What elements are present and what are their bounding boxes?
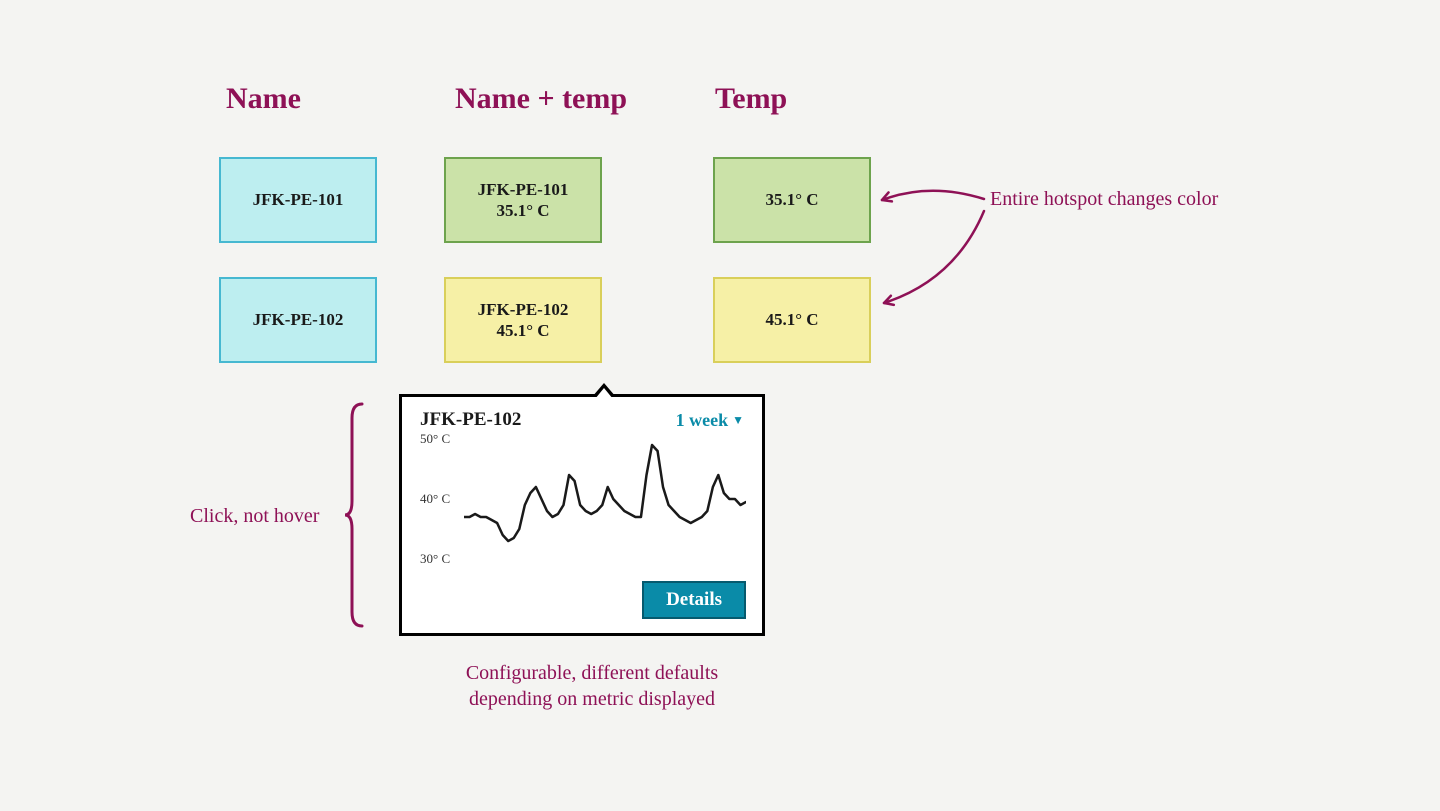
timerange-label: 1 week [676,410,729,431]
temperature-chart: 50° C40° C30° C [418,439,746,559]
hotspot-label: JFK-PE-102 [478,299,569,320]
hotspot-name[interactable]: JFK-PE-102 [219,277,377,363]
col-header-name-temp: Name + temp [455,82,627,116]
hotspot-name-temp[interactable]: JFK-PE-102 45.1° C [444,277,602,363]
hotspot-temp[interactable]: 35.1° C [713,157,871,243]
hotspot-temp: 35.1° C [765,189,818,210]
hotspot-label: JFK-PE-102 [253,309,344,330]
y-tick-label: 50° C [420,431,450,447]
hotspot-label: JFK-PE-101 [253,189,344,210]
y-tick-label: 40° C [420,491,450,507]
annotation-click-not-hover: Click, not hover [190,503,319,529]
col-header-name: Name [226,82,301,116]
annotation-configurable: Configurable, different defaults dependi… [432,660,752,712]
hotspot-popover: JFK-PE-102 1 week ▼ 50° C40° C30° C Deta… [399,394,765,636]
hotspot-name[interactable]: JFK-PE-101 [219,157,377,243]
hotspot-temp: 45.1° C [496,320,549,341]
timerange-dropdown[interactable]: 1 week ▼ [676,410,744,431]
hotspot-label: JFK-PE-101 [478,179,569,200]
y-tick-label: 30° C [420,551,450,567]
hotspot-temp: 35.1° C [496,200,549,221]
popover-title: JFK-PE-102 [420,409,521,431]
hotspot-name-temp[interactable]: JFK-PE-101 35.1° C [444,157,602,243]
annotation-line: depending on metric displayed [469,688,715,710]
col-header-temp: Temp [715,82,787,116]
annotation-line: Configurable, different defaults [466,662,718,684]
hotspot-temp: 45.1° C [765,309,818,330]
hotspot-temp[interactable]: 45.1° C [713,277,871,363]
annotation-hotspot-color: Entire hotspot changes color [990,186,1218,212]
chevron-down-icon: ▼ [732,413,744,428]
details-button[interactable]: Details [642,581,746,619]
